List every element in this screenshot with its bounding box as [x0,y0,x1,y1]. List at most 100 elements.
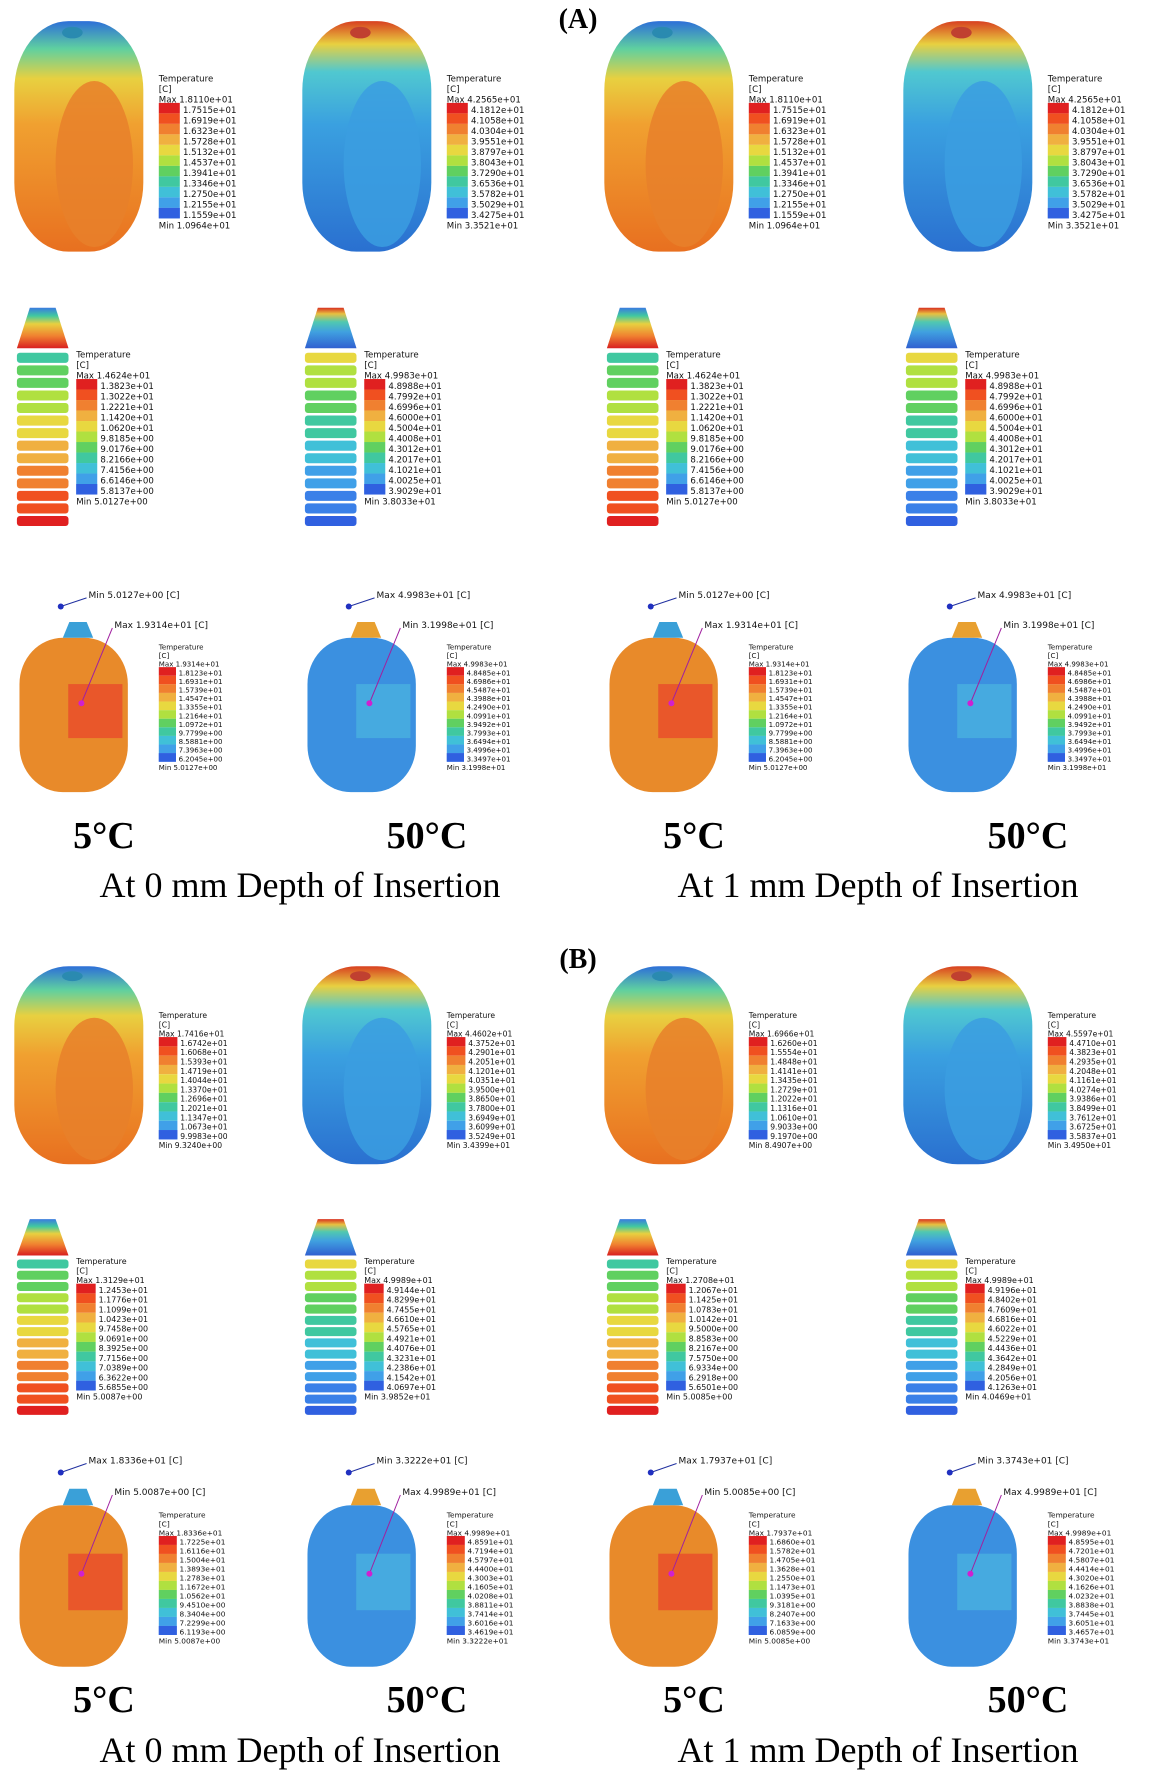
legend-value: 4.0697e+01 [387,1383,437,1392]
legend-value: 8.2167e+00 [689,1344,739,1353]
legend-unit: [C] [364,1266,376,1275]
legend-swatch [965,1284,984,1294]
legend-swatch [447,702,464,711]
callout-point [947,604,953,610]
block-hole [350,971,371,981]
block-face [344,1018,421,1161]
implant-thread [607,1350,659,1359]
legend-swatch [447,1536,465,1545]
legend-swatch [1048,1563,1066,1572]
legend-swatch [447,736,464,745]
implant-thread [305,1271,357,1280]
legend-swatch [965,1293,984,1303]
legend-value: 5.8137e+00 [690,487,744,497]
legend-swatch [447,719,464,728]
legend-swatch [965,463,986,474]
callout-point [58,1470,64,1476]
block-face [56,1018,133,1161]
temperature-caption: 5°C [73,815,135,857]
legend-value: 3.8499e+01 [1069,1104,1117,1113]
implant-thread [906,1383,958,1392]
legend-value: 3.4275e+01 [471,211,525,221]
implant-thread [906,1372,958,1381]
legend-swatch [159,676,176,685]
implant-thread [305,1282,357,1291]
assembly-face [356,684,410,738]
legend-swatch [447,1056,466,1065]
legend-swatch [159,667,176,676]
legend-swatch [76,1293,95,1303]
legend-swatch [76,1342,95,1352]
legend-swatch [76,1303,95,1313]
legend-swatch [1048,1065,1067,1074]
legend-value: 1.0142e+01 [689,1315,739,1324]
callout-point [58,604,64,610]
legend-swatch [749,1121,768,1130]
legend-swatch [666,453,687,464]
legend-value: 4.1626e+01 [1069,1583,1115,1592]
legend-value: 4.6022e+01 [988,1325,1038,1334]
legend-swatch [749,103,770,114]
assembly-abutment [63,1489,93,1506]
legend-swatch [447,1130,466,1139]
legend-swatch [447,753,464,762]
implant-thread [17,1383,69,1392]
legend-swatch [447,1554,465,1563]
legend-swatch [447,1599,465,1608]
implant-thread [17,1305,69,1314]
legend-swatch [76,1371,95,1381]
legend-swatch [447,676,464,685]
legend-swatch [76,1361,95,1371]
callout-point [947,1470,953,1476]
callout-label: Min 5.0127e+00 [C] [679,591,770,601]
legend-swatch [159,113,180,124]
legend-swatch [1048,145,1069,156]
legend-value: 1.6919e+01 [183,116,237,126]
temperature-caption: 5°C [663,1679,725,1721]
legend-swatch [76,1313,95,1323]
legend-unit: [C] [364,361,377,371]
callout-label: Max 1.7937e+01 [C] [679,1457,773,1467]
legend-swatch [159,155,180,166]
legend-swatch [159,134,180,145]
section-label: (A) [559,4,598,35]
legend-value: 4.4436e+01 [988,1344,1038,1353]
panel: Temperature[C]Max 4.9983e+014.8485e+014.… [908,591,1111,792]
panel: Temperature[C]Max 1.8110e+011.7515e+011.… [604,21,826,252]
assembly-face [68,684,122,738]
legend-value: 3.8838e+01 [1069,1601,1115,1610]
legend-value: 4.7194e+01 [468,1547,514,1556]
panel: Temperature[C]Max 1.9314e+011.8123e+011.… [609,591,812,792]
implant-thread [17,491,69,501]
legend-swatch [749,667,766,676]
legend-swatch [159,1536,177,1545]
callout-label: Max 4.9983e+01 [C] [978,591,1072,601]
legend-value: 1.4537e+01 [183,158,237,168]
legend-value: 4.3642e+01 [988,1354,1038,1363]
implant-thread [607,441,659,451]
legend-swatch [1048,155,1069,166]
legend-min: Min 3.8033e+01 [965,498,1036,508]
legend-value: 6.3622e+00 [99,1373,149,1382]
legend-swatch [749,1599,767,1608]
legend-min: Min 3.9852e+01 [364,1393,430,1402]
legend-swatch [159,176,180,187]
legend-swatch [749,1102,768,1111]
implant-thread [906,1316,958,1325]
legend-value: 1.3628e+01 [770,1565,816,1574]
legend-swatch [364,442,385,453]
implant-thread [17,503,69,513]
implant-thread [906,503,958,513]
legend-value: 1.1316e+01 [770,1104,818,1113]
legend-value: 4.4414e+01 [1069,1565,1115,1574]
callout-line [950,1464,976,1473]
legend-value: 1.2221e+01 [100,403,154,413]
legend-min: Min 1.0964e+01 [159,221,230,231]
legend-unit: [C] [159,1520,170,1529]
legend-value: 4.1263e+01 [988,1383,1038,1392]
legend-swatch [965,474,986,485]
legend-swatch [76,1352,95,1362]
legend-value: 4.1161e+01 [1069,1076,1117,1085]
legend-swatch [447,134,468,145]
legend-swatch [159,1037,178,1046]
